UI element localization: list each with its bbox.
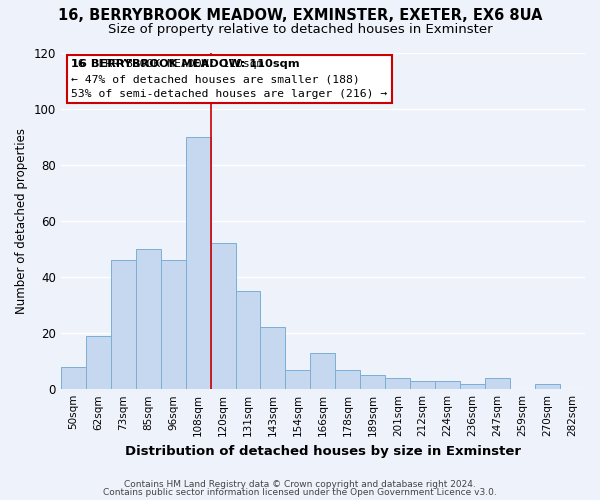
Bar [286,370,310,389]
Text: 16 BERRYBROOK MEADOW: 110sqm: 16 BERRYBROOK MEADOW: 110sqm [71,59,300,69]
Text: 16 BERRYBROOK MEADOW: 110sqm
← 47% of detached houses are smaller (188)
53% of s: 16 BERRYBROOK MEADOW: 110sqm ← 47% of de… [71,59,388,99]
Bar [185,136,211,389]
Text: Contains HM Land Registry data © Crown copyright and database right 2024.: Contains HM Land Registry data © Crown c… [124,480,476,489]
Text: Size of property relative to detached houses in Exminster: Size of property relative to detached ho… [107,22,493,36]
Y-axis label: Number of detached properties: Number of detached properties [15,128,28,314]
Bar [410,381,435,389]
Text: 16, BERRYBROOK MEADOW, EXMINSTER, EXETER, EX6 8UA: 16, BERRYBROOK MEADOW, EXMINSTER, EXETER… [58,8,542,22]
Bar [86,336,111,389]
Bar [136,249,161,389]
Bar [260,328,286,389]
Bar [161,260,185,389]
Bar [61,366,86,389]
Bar [310,352,335,389]
X-axis label: Distribution of detached houses by size in Exminster: Distribution of detached houses by size … [125,444,521,458]
Bar [435,381,460,389]
Bar [485,378,510,389]
Bar [460,384,485,389]
Bar [361,375,385,389]
Bar [211,244,236,389]
Text: Contains public sector information licensed under the Open Government Licence v3: Contains public sector information licen… [103,488,497,497]
Bar [111,260,136,389]
Bar [535,384,560,389]
Bar [236,291,260,389]
Bar [385,378,410,389]
Bar [335,370,361,389]
